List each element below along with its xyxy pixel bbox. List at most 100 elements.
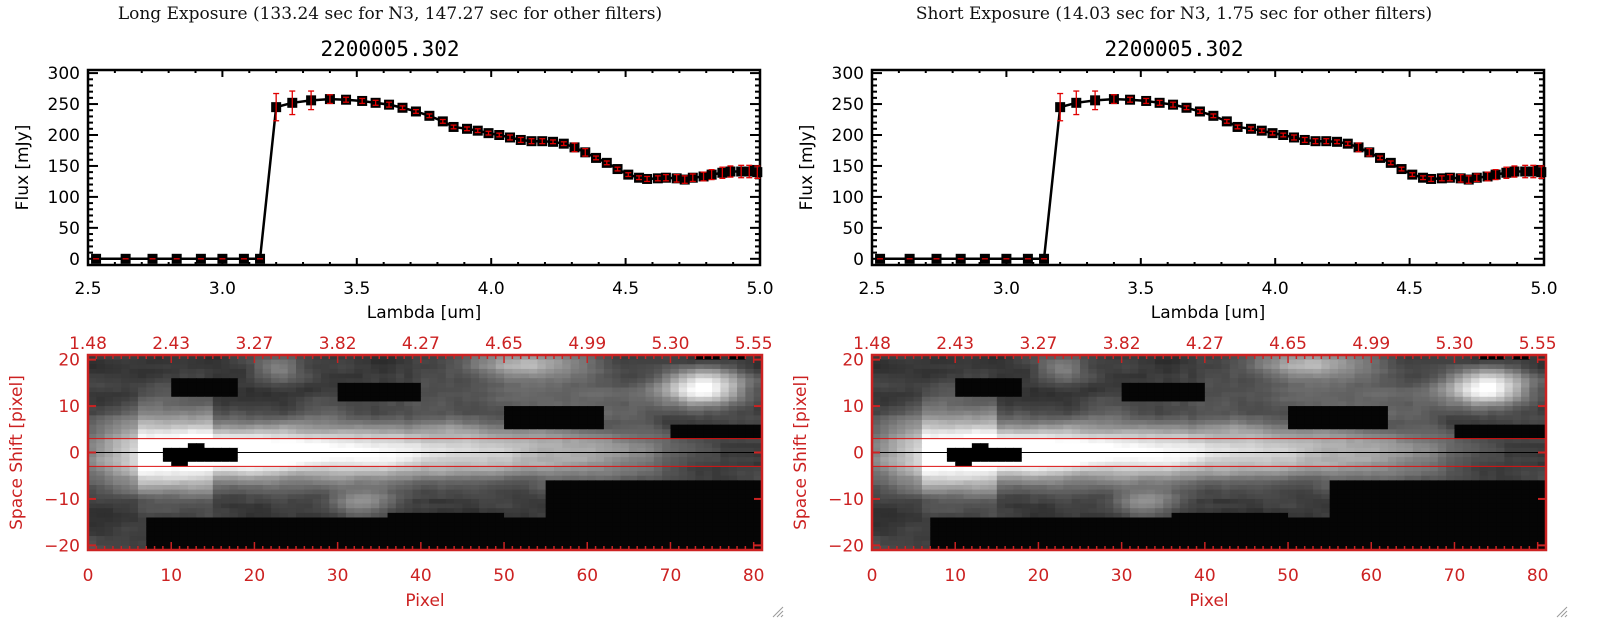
heatmap-cell bbox=[512, 387, 522, 393]
heatmap-cell bbox=[512, 415, 522, 421]
heatmap-cell bbox=[553, 415, 563, 421]
heatmap-cell bbox=[271, 382, 280, 389]
heatmap-cell bbox=[1271, 401, 1281, 407]
heatmap-cell bbox=[154, 489, 164, 495]
heatmap-cell bbox=[445, 406, 455, 412]
heatmap-cell bbox=[495, 424, 505, 430]
heatmap-cell bbox=[129, 461, 139, 468]
heatmap-cell bbox=[379, 480, 389, 486]
heatmap-cell bbox=[753, 373, 763, 379]
heatmap-cell bbox=[1396, 396, 1406, 403]
heatmap-cell bbox=[587, 406, 597, 412]
heatmap-cell bbox=[404, 452, 414, 458]
heatmap-cell bbox=[404, 406, 414, 412]
heatmap-cell bbox=[379, 410, 389, 416]
heatmap-cell bbox=[1196, 373, 1206, 379]
heatmap-cell bbox=[404, 387, 414, 393]
heatmap-cell bbox=[921, 382, 931, 389]
heatmap-cell bbox=[162, 447, 172, 454]
heatmap-cell bbox=[279, 452, 289, 458]
heatmap-cell bbox=[287, 461, 297, 468]
heatmap-cell bbox=[479, 401, 489, 407]
heatmap-cell bbox=[728, 471, 738, 477]
heatmap-cell bbox=[1337, 355, 1347, 361]
heatmap-cell bbox=[379, 522, 389, 528]
heatmap-cell bbox=[720, 410, 730, 416]
heatmap-cell bbox=[404, 396, 414, 403]
heatmap-cell bbox=[595, 545, 605, 551]
heatmap-cell bbox=[1246, 392, 1256, 398]
heatmap-cell bbox=[888, 406, 898, 412]
heatmap-cell bbox=[379, 424, 389, 430]
heatmap-cell bbox=[96, 545, 106, 551]
heatmap-cell bbox=[1329, 378, 1339, 384]
heatmap-cell bbox=[121, 368, 131, 375]
heatmap-cell bbox=[720, 508, 730, 514]
heatmap-cell bbox=[1371, 364, 1381, 370]
heatmap-cell bbox=[921, 396, 931, 403]
heatmap-cell bbox=[1030, 364, 1040, 370]
heatmap-cell bbox=[212, 420, 222, 426]
heatmap-cell bbox=[320, 368, 330, 375]
heatmap-cell bbox=[678, 438, 688, 444]
heatmap-cell bbox=[1479, 401, 1489, 407]
heatmap-cell bbox=[1346, 378, 1356, 384]
heatmap-cell bbox=[254, 424, 264, 430]
heatmap-cell bbox=[529, 401, 538, 407]
heatmap-cell bbox=[479, 396, 489, 403]
heatmap-cell bbox=[695, 517, 705, 523]
heatmap-cell bbox=[196, 517, 206, 523]
heatmap-cell bbox=[404, 503, 414, 509]
heatmap-cell bbox=[595, 355, 605, 361]
heatmap-cell bbox=[512, 382, 522, 389]
resize-grip-icon[interactable] bbox=[770, 604, 784, 618]
heatmap-cell bbox=[645, 368, 655, 375]
heatmap-cell bbox=[104, 420, 114, 426]
heatmap-cell bbox=[196, 522, 206, 528]
heatmap-cell bbox=[1063, 406, 1073, 412]
heatmap-cell bbox=[545, 359, 555, 365]
heatmap-cell bbox=[662, 503, 672, 509]
heatmap-cell bbox=[570, 359, 580, 365]
heatmap-cell bbox=[454, 461, 464, 468]
x-tick-label: 2.5 bbox=[74, 279, 101, 299]
heatmap-cell bbox=[329, 355, 339, 361]
heatmap-cell bbox=[712, 522, 721, 528]
heatmap-cell bbox=[645, 373, 655, 379]
heatmap-cell bbox=[637, 475, 647, 481]
heatmap-cell bbox=[1154, 396, 1164, 403]
heatmap-cell bbox=[1121, 364, 1131, 370]
heatmap-cell bbox=[587, 364, 597, 370]
heatmap-cell bbox=[529, 531, 538, 537]
heatmap-cell bbox=[1346, 364, 1356, 370]
heatmap-cell bbox=[129, 392, 139, 398]
heatmap-cell bbox=[1188, 355, 1198, 361]
heatmap-cell bbox=[504, 387, 513, 393]
heatmap-cell bbox=[1437, 378, 1447, 384]
heatmap-cell bbox=[620, 364, 630, 370]
heatmap-cell bbox=[545, 355, 555, 361]
heatmap-cell bbox=[728, 364, 738, 370]
heatmap-cell bbox=[187, 545, 197, 551]
heatmap-cell bbox=[254, 368, 264, 375]
heatmap-cell bbox=[345, 364, 355, 370]
heatmap-cell bbox=[545, 489, 555, 495]
heatmap-cell bbox=[204, 489, 214, 495]
heatmap-cell bbox=[262, 471, 272, 477]
heatmap-cell bbox=[753, 498, 763, 505]
heatmap-cell bbox=[221, 512, 231, 519]
heatmap-cell bbox=[1471, 373, 1481, 379]
heatmap-cell bbox=[437, 355, 447, 361]
heatmap-cell bbox=[1329, 373, 1339, 379]
heatmap-cell bbox=[728, 429, 738, 435]
heatmap-cell bbox=[171, 503, 181, 509]
heatmap-cell bbox=[454, 475, 464, 481]
heatmap-cell bbox=[96, 438, 106, 444]
heatmap-cell bbox=[520, 438, 530, 444]
heatmap-cell bbox=[429, 373, 439, 379]
heatmap-cell bbox=[703, 433, 713, 440]
heatmap-cell bbox=[1213, 355, 1223, 361]
heatmap-cell bbox=[637, 382, 647, 389]
heatmap-cell bbox=[146, 415, 156, 421]
heatmap-cell bbox=[603, 494, 613, 500]
